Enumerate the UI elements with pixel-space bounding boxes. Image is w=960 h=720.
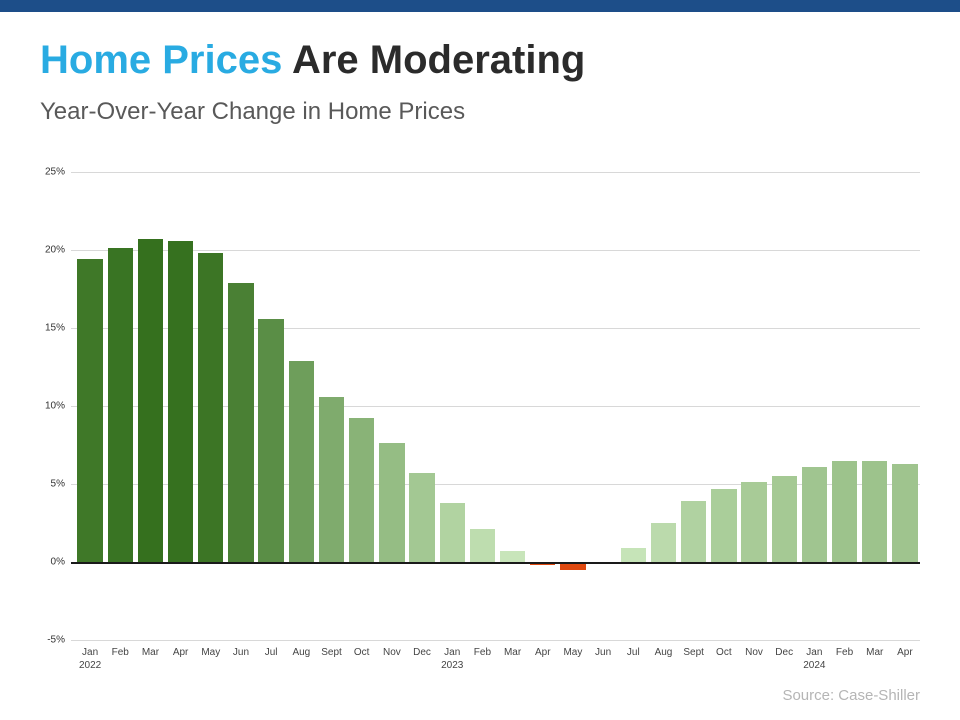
plot-area: 25% 20% 15% 10% 5% 0% -5% Jan 2022 Feb Mar Apr May Ju… <box>45 167 920 671</box>
y-tick-label: 15% <box>44 322 65 334</box>
x-tick-label: Apr <box>172 647 189 658</box>
x-tick-label: Jun <box>232 647 250 658</box>
gridline <box>71 406 920 407</box>
x-tick-label: Apr <box>897 647 913 658</box>
bar-feb <box>831 460 858 562</box>
x-tick-label: Oct <box>716 647 732 658</box>
bar-mar <box>862 460 888 562</box>
bar-sept <box>680 501 707 562</box>
bar-mar <box>137 239 164 562</box>
x-tick-label: Sept <box>683 647 704 658</box>
x-tick-label: Mar <box>866 647 884 658</box>
chart-subtitle: Year-Over-Year Change in Home Prices <box>40 98 466 125</box>
y-tick-label: 0% <box>50 556 65 568</box>
x-tick-label: Apr <box>534 647 551 658</box>
gridline <box>71 249 920 251</box>
bar-nov <box>379 443 405 562</box>
bar-may <box>198 253 224 562</box>
top-accent-bar <box>0 0 960 12</box>
x-tick-label: Nov <box>745 647 763 658</box>
title-rest: Are Moderating <box>282 38 586 82</box>
header: Home Prices Are Moderating Year-Over-Yea… <box>40 38 585 126</box>
bar-jan-2024 <box>801 466 828 562</box>
gridline <box>71 327 920 329</box>
x-tick-label: Jan 2024 <box>803 647 826 671</box>
bar-jun <box>228 282 254 562</box>
x-tick-label: Jul <box>626 647 640 658</box>
x-tick-label: Feb <box>835 647 854 658</box>
gridline <box>71 483 920 485</box>
bar-jan-2022 <box>77 259 103 562</box>
gridline <box>71 172 920 173</box>
x-tick-label: Dec <box>775 647 794 658</box>
y-tick-label: 20% <box>44 244 65 256</box>
x-tick-label: Mar <box>141 647 160 658</box>
x-tick-label: Aug <box>654 647 673 658</box>
x-tick-label: Dec <box>413 647 431 658</box>
source-credit: Source: Case-Shiller <box>782 687 920 704</box>
bar-may <box>560 562 586 570</box>
zero-axis-line <box>71 562 920 564</box>
y-tick-label: 25% <box>44 166 65 178</box>
bar-feb <box>107 248 133 562</box>
y-tick-label: -5% <box>47 634 65 646</box>
gridline <box>71 640 920 641</box>
bar-sept <box>318 396 345 562</box>
bar-dec <box>409 473 435 562</box>
x-tick-label: May <box>201 647 221 658</box>
title-highlight: Home Prices <box>40 38 283 82</box>
x-tick-label: Feb <box>111 647 129 658</box>
y-tick-label: 5% <box>50 478 65 490</box>
bar-dec <box>771 476 797 562</box>
x-tick-label: Sept <box>321 647 342 658</box>
bar-nov <box>741 482 767 562</box>
chart: 25% 20% 15% 10% 5% 0% -5% Jan 2022 Feb Mar Apr May Ju… <box>45 167 920 671</box>
bar-apr <box>167 240 194 562</box>
x-tick-label: Jan 2023 <box>441 647 464 671</box>
bar-aug <box>288 360 314 562</box>
x-tick-label: May <box>563 647 583 658</box>
bar-aug <box>650 523 677 562</box>
bar-apr <box>892 463 918 562</box>
page-title: Home Prices Are Moderating <box>40 38 585 82</box>
bar-jan-2023 <box>439 502 465 562</box>
bar-oct <box>711 488 737 562</box>
bar-oct <box>349 418 375 562</box>
x-tick-label: Jun <box>595 647 612 658</box>
x-tick-label: Jul <box>264 647 278 658</box>
x-tick-label: Jan 2022 <box>78 647 102 671</box>
x-tick-label: Oct <box>353 647 370 658</box>
bar-jul <box>258 318 284 562</box>
bar-mar <box>499 551 526 562</box>
bar-jul <box>620 547 646 562</box>
x-tick-label: Feb <box>473 647 492 658</box>
x-tick-label: Mar <box>503 647 522 658</box>
x-tick-label: Nov <box>382 647 401 658</box>
bar-feb <box>469 529 496 562</box>
y-tick-label: 10% <box>44 400 65 412</box>
x-tick-label: Aug <box>292 647 311 658</box>
